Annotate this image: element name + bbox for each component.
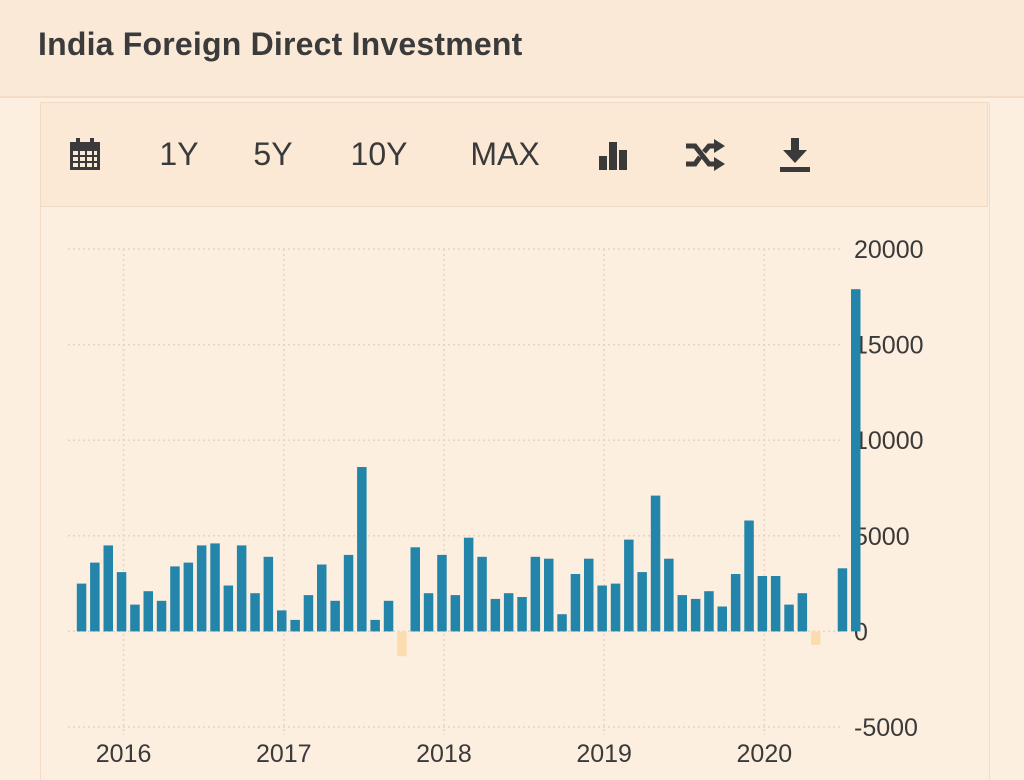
bar [597,585,607,632]
bar [784,604,794,632]
y-tick-label: 15000 [854,332,924,360]
bar [90,562,100,632]
bar [650,495,661,632]
y-tick-label: 20000 [854,236,924,264]
shuffle-icon[interactable] [683,103,727,206]
bar [210,543,220,632]
bar [263,556,274,632]
range-max-button[interactable]: MAX [470,136,540,172]
bar [544,558,554,632]
bar [317,564,327,632]
bar [357,467,367,632]
page-title: India Foreign Direct Investment [38,26,523,62]
bar [343,554,354,632]
bar [730,574,741,632]
bar [744,520,754,632]
bar [570,574,581,632]
bar [851,289,861,632]
bar [423,593,434,632]
bar [410,547,420,632]
calendar-icon[interactable] [65,103,105,206]
bar [770,576,781,632]
bar [156,600,167,632]
bar [584,558,594,632]
bar [143,591,153,632]
bar [76,583,87,632]
bar [397,631,407,657]
bar [196,545,207,632]
bar [477,556,487,632]
bar [250,593,260,632]
range-10y-button[interactable]: 10Y [350,136,408,172]
bar [183,562,194,632]
bar [557,614,567,632]
bar [290,619,300,632]
bar [383,600,394,632]
x-tick-label: 2019 [576,740,632,768]
x-tick-label: 2020 [737,740,793,768]
bar [370,619,380,632]
y-tick-label: 10000 [854,427,924,455]
bar [116,572,127,632]
bar [277,610,287,632]
bar [503,593,514,632]
bar [330,600,340,632]
bar [517,597,527,632]
bar [704,591,714,632]
chart-card [40,102,990,780]
range-5y-button[interactable]: 5Y [253,136,293,172]
x-tick-label: 2016 [96,740,152,768]
bar [303,595,314,632]
x-tick-label: 2018 [416,740,472,768]
bar [637,572,647,632]
chart-toolbar: 1Y 5Y 10Y MAX [40,102,988,207]
page-header: India Foreign Direct Investment [0,0,1024,98]
bar-chart-icon[interactable] [593,103,633,206]
bar [811,631,821,645]
bar [450,595,461,632]
bar [490,598,501,632]
bar [690,598,701,632]
bar [223,585,234,632]
bar [677,595,687,632]
bar [717,606,727,632]
bar [236,545,247,632]
bar [624,539,634,632]
bar [837,568,848,632]
bar [530,556,541,632]
bar [463,537,474,632]
x-tick-label: 2017 [256,740,312,768]
bar [103,545,113,632]
bar [797,593,808,632]
bar [437,554,447,632]
y-tick-label: 5000 [854,523,910,551]
download-icon[interactable] [775,103,815,206]
bar [664,558,674,632]
y-tick-label: -5000 [854,714,918,742]
bar [170,566,180,632]
bar [757,576,768,632]
bar [610,583,621,632]
bar [130,604,140,632]
range-1y-button[interactable]: 1Y [159,136,199,172]
